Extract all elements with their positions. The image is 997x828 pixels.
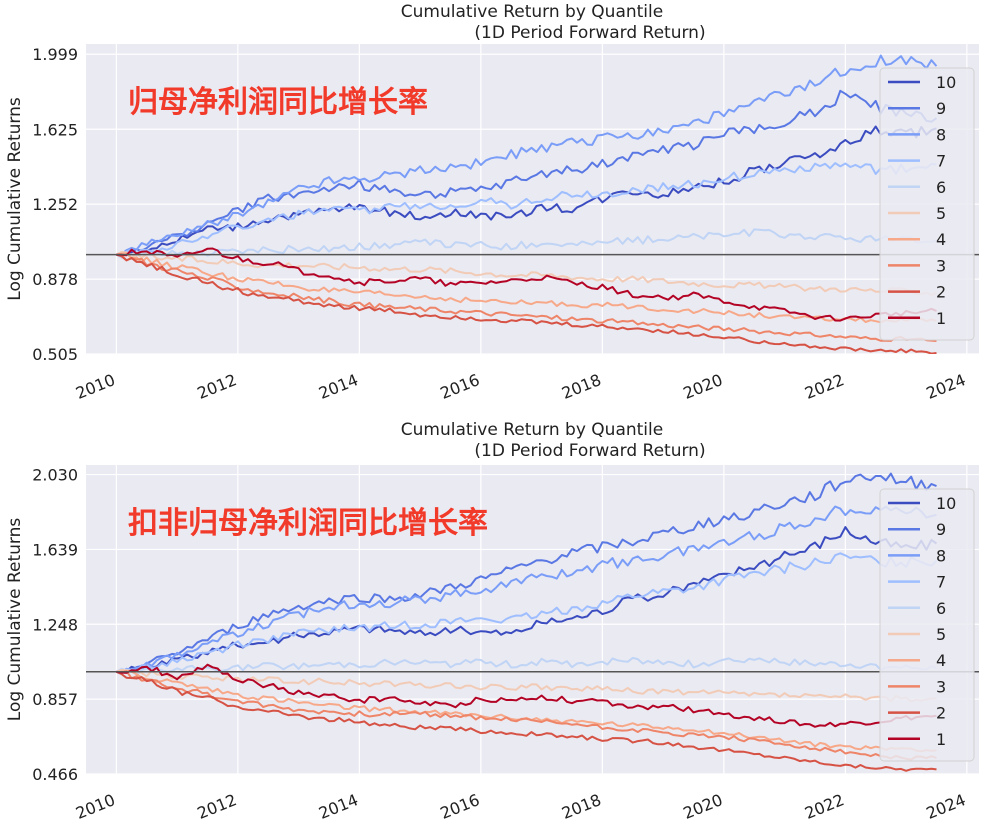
legend-label-9: 9 [936, 99, 946, 118]
legend-label-10: 10 [936, 494, 956, 513]
y-tick-label-0.466: 0.466 [32, 765, 78, 784]
series-line-9 [116, 472, 937, 673]
legend-label-6: 6 [936, 599, 946, 618]
legend-label-2: 2 [936, 283, 946, 302]
y-tick-label-1.248: 1.248 [32, 615, 78, 634]
series-line-3 [116, 253, 937, 342]
series-line-5 [115, 250, 937, 296]
x-tick-label-2024: 2024 [923, 790, 968, 823]
plot-area [86, 44, 979, 354]
series-line-10 [116, 125, 937, 256]
y-tick-label-0.878: 0.878 [32, 270, 78, 289]
x-tick-label-2020: 2020 [680, 370, 725, 403]
series-line-6 [115, 656, 937, 676]
legend-box [879, 488, 975, 762]
legend-label-1: 1 [936, 730, 946, 749]
x-tick-label-2010: 2010 [73, 370, 118, 403]
legend: 10 9 8 7 6 5 4 3 2 1 [879, 67, 975, 341]
y-tick-label-1.999: 1.999 [32, 45, 78, 64]
legend-label-7: 7 [936, 152, 946, 171]
series-line-7 [116, 162, 937, 258]
legend-label-5: 5 [936, 204, 946, 223]
x-tick-label-2012: 2012 [194, 370, 239, 403]
legend-label-4: 4 [936, 230, 946, 249]
series-line-5 [116, 669, 937, 703]
legend-label-8: 8 [936, 125, 946, 144]
chart-subtitle: (1D Period Forward Return) [474, 23, 705, 43]
y-axis-label: Log Cumulative Returns [5, 518, 25, 722]
y-tick-label-1.252: 1.252 [32, 195, 78, 214]
series-line-8 [116, 505, 937, 674]
chart-title: Cumulative Return by Quantile [401, 420, 663, 440]
factor-annotation: 归母净利润同比增长率 [128, 85, 428, 120]
x-tick-label-2018: 2018 [559, 370, 604, 403]
x-tick-label-2016: 2016 [437, 790, 482, 823]
x-tick-label-2012: 2012 [194, 790, 239, 823]
x-tick-label-2014: 2014 [316, 790, 361, 823]
legend-label-3: 3 [936, 677, 946, 696]
x-tick-label-2018: 2018 [559, 790, 604, 823]
legend-label-1: 1 [936, 309, 946, 328]
y-tick-label-1.639: 1.639 [32, 540, 78, 559]
y-tick-label-0.505: 0.505 [32, 345, 78, 364]
y-axis-label: Log Cumulative Returns [5, 97, 25, 301]
x-tick-label-2024: 2024 [923, 370, 968, 403]
x-tick-label-2010: 2010 [73, 790, 118, 823]
legend-label-2: 2 [936, 704, 946, 723]
legend-label-5: 5 [936, 625, 946, 644]
legend-label-10: 10 [936, 73, 956, 92]
series-line-2 [115, 670, 937, 772]
factor-annotation: 扣非归母净利润同比增长率 [128, 506, 488, 541]
series-line-1 [116, 663, 937, 728]
y-tick-label-0.857: 0.857 [32, 690, 78, 709]
y-tick-label-1.625: 1.625 [32, 120, 78, 139]
x-tick-label-2022: 2022 [802, 370, 847, 403]
series-line-4 [116, 252, 937, 324]
series-lines [115, 472, 938, 772]
series-line-7 [115, 552, 938, 675]
series-line-3 [116, 670, 937, 761]
series-lines [115, 54, 938, 354]
legend-label-6: 6 [936, 178, 946, 197]
series-line-6 [115, 228, 937, 259]
chart-panel-1: 0.505 0.878 1.252 1.625 1.999 2010 2012 2014 201… [5, 2, 979, 403]
legend: 10 9 8 7 6 5 4 3 2 1 [879, 488, 975, 762]
legend-label-9: 9 [936, 520, 946, 539]
legend-label-4: 4 [936, 651, 946, 670]
chart-title: Cumulative Return by Quantile [401, 2, 663, 22]
x-tick-label-2022: 2022 [802, 790, 847, 823]
legend-label-7: 7 [936, 573, 946, 592]
series-line-8 [116, 54, 938, 256]
chart-subtitle: (1D Period Forward Return) [474, 441, 705, 461]
x-tick-label-2014: 2014 [316, 370, 361, 403]
y-tick-label-2.030: 2.030 [32, 466, 78, 485]
legend-label-3: 3 [936, 256, 946, 275]
x-tick-label-2020: 2020 [680, 790, 725, 823]
x-tick-label-2016: 2016 [437, 370, 482, 403]
series-line-1 [116, 247, 937, 322]
series-line-2 [116, 253, 937, 354]
series-line-10 [116, 526, 938, 673]
legend-box [879, 67, 975, 341]
chart-panel-2: 0.466 0.857 1.248 1.639 2.030 2010 2012 2014 201… [5, 420, 979, 823]
legend-label-8: 8 [936, 546, 946, 565]
